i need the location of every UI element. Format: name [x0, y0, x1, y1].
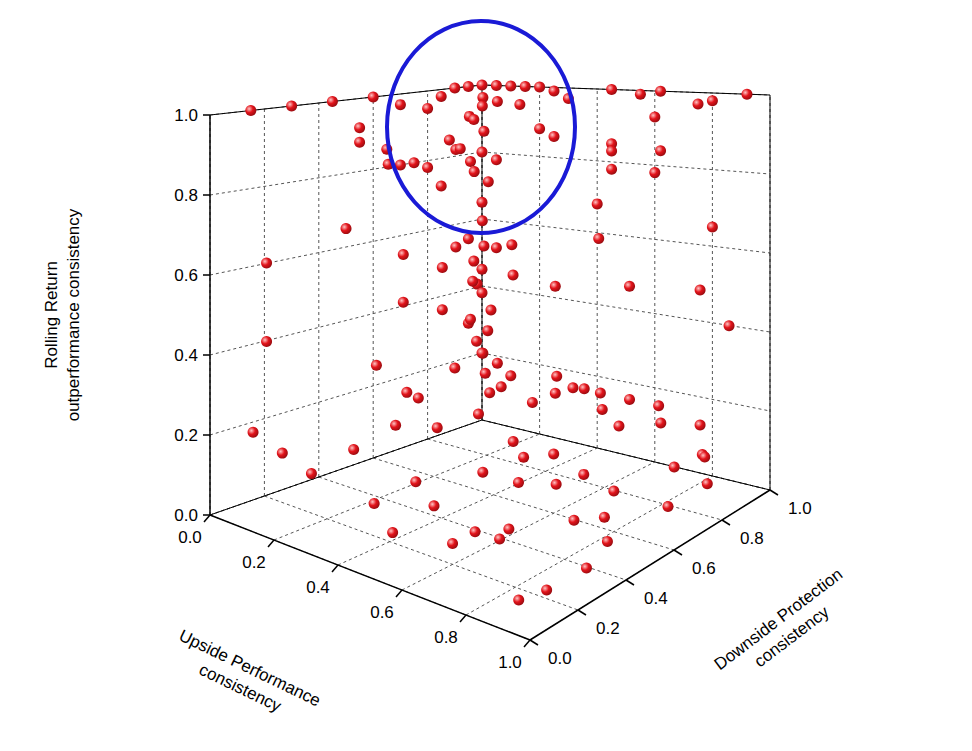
svg-text:0.2: 0.2 — [174, 426, 198, 445]
svg-text:0.0: 0.0 — [178, 528, 202, 547]
svg-text:Upside Performance: Upside Performance — [176, 625, 324, 711]
svg-text:Rolling Return: Rolling Return — [42, 261, 61, 369]
svg-text:Downside Protection: Downside Protection — [711, 565, 847, 674]
svg-text:0.0: 0.0 — [548, 649, 572, 668]
svg-text:0.6: 0.6 — [370, 603, 394, 622]
svg-text:0.8: 0.8 — [174, 186, 198, 205]
svg-text:0.4: 0.4 — [306, 578, 330, 597]
svg-text:0.2: 0.2 — [242, 553, 266, 572]
svg-text:0.4: 0.4 — [644, 589, 668, 608]
svg-text:outperformance consistency: outperformance consistency — [64, 208, 83, 421]
svg-text:0.6: 0.6 — [692, 559, 716, 578]
svg-text:1.0: 1.0 — [174, 106, 198, 125]
svg-text:0.0: 0.0 — [174, 506, 198, 525]
svg-text:0.2: 0.2 — [596, 619, 620, 638]
svg-text:0.8: 0.8 — [434, 628, 458, 647]
svg-text:consistency: consistency — [751, 602, 834, 671]
svg-text:1.0: 1.0 — [788, 499, 812, 518]
svg-text:1.0: 1.0 — [498, 653, 522, 672]
svg-text:0.8: 0.8 — [740, 529, 764, 548]
svg-text:consistency: consistency — [196, 660, 285, 716]
svg-text:0.6: 0.6 — [174, 266, 198, 285]
svg-text:0.4: 0.4 — [174, 346, 198, 365]
